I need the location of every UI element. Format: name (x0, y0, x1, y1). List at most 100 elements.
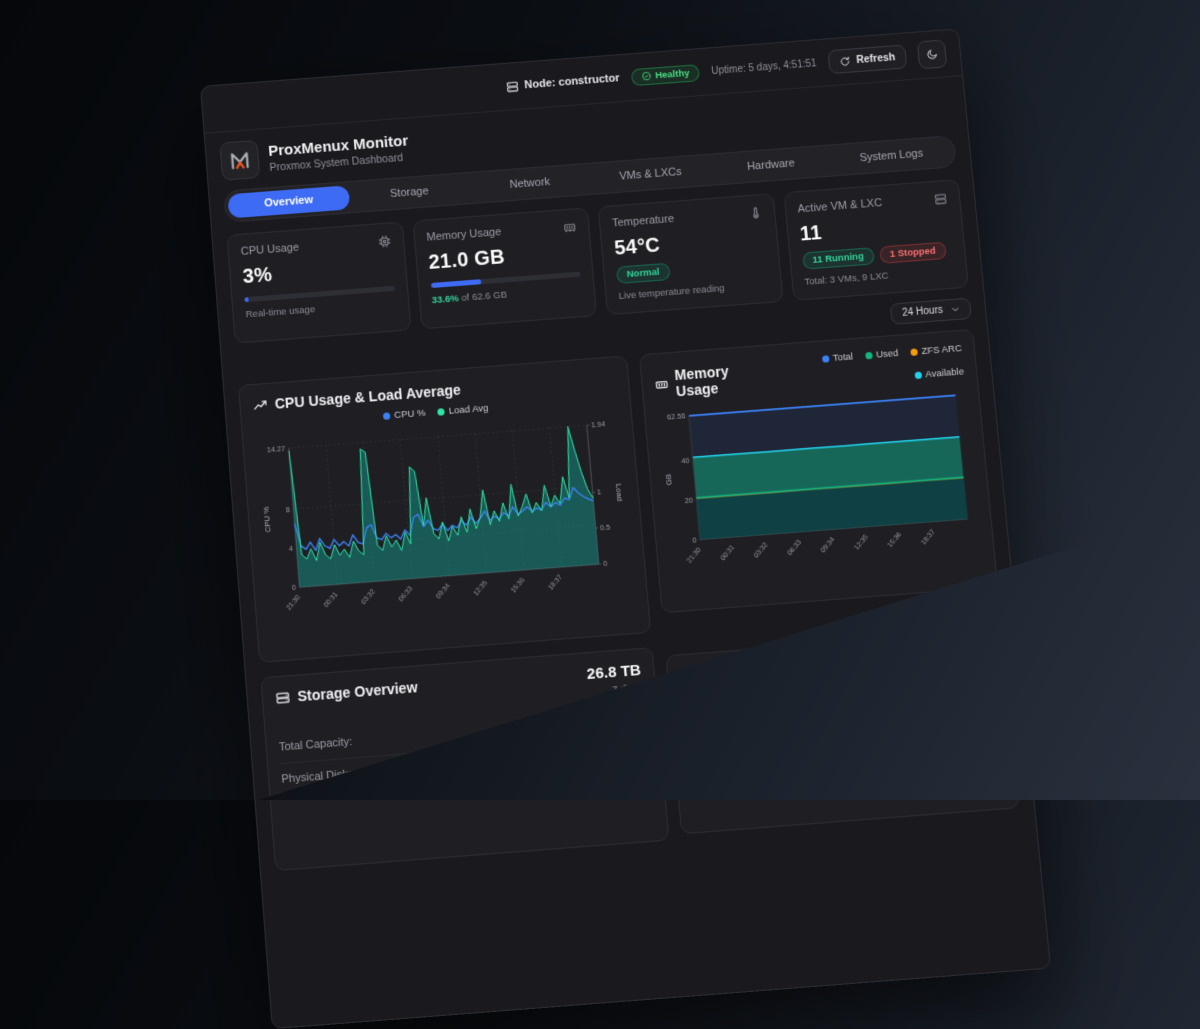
storage-disks-value: 7 disks (588, 682, 643, 698)
time-range-value: 24 Hours (902, 305, 944, 319)
time-range-select[interactable]: 24 Hours (890, 298, 972, 325)
network-title: Network Overview (702, 656, 826, 682)
tab-vms-lxcs[interactable]: VMs & LXCs (589, 158, 712, 191)
temperature-card-title: Temperature (612, 213, 675, 230)
uptime-text: Uptime: 5 days, 4:51:51 (711, 58, 817, 77)
memory-time-range-value: 24 Hours (930, 604, 972, 618)
memory-chart: 21:3000:3103:3206:3309:3412:3515:3618:37… (656, 381, 984, 598)
svg-text:0: 0 (292, 584, 297, 593)
svg-text:4: 4 (289, 545, 294, 553)
legend-item: Load Avg (437, 403, 489, 418)
svg-text:12:35: 12:35 (853, 534, 870, 552)
network-interface-count: 2 (982, 643, 992, 661)
legend-item: ZFS ARC (910, 343, 962, 358)
temperature-value: 54°C (613, 226, 765, 261)
svg-text:12:35: 12:35 (473, 579, 490, 597)
server-icon (505, 79, 519, 93)
left-column: CPU Usage & Load Average CPU %Load Avg 2… (238, 355, 669, 871)
app-logo (219, 140, 260, 181)
proxmenux-logo-icon (228, 148, 252, 172)
storage-summary: 26.8 TB 7 disks (586, 662, 643, 698)
node-indicator: Node: constructor (505, 72, 620, 94)
health-badge: Healthy (631, 64, 701, 86)
cpu-value: 3% (242, 255, 394, 290)
memory-chart-title: Memory Usage (674, 360, 769, 400)
svg-text:15:36: 15:36 (510, 576, 527, 594)
chevron-down-icon (950, 304, 960, 314)
chevron-down-icon (980, 604, 990, 614)
svg-text:1: 1 (597, 488, 602, 496)
svg-text:18:37: 18:37 (547, 574, 564, 592)
tab-system-logs[interactable]: System Logs (830, 139, 953, 172)
cpu-usage-card: CPU Usage 3% Real-time usage (226, 221, 411, 343)
svg-text:0.5: 0.5 (600, 523, 611, 532)
refresh-icon (839, 55, 851, 67)
moon-icon (925, 48, 938, 61)
svg-text:62.56: 62.56 (666, 411, 685, 422)
temperature-card: Temperature 54°C Normal Live temperature… (598, 193, 783, 315)
tab-overview[interactable]: Overview (227, 185, 350, 218)
svg-text:1.94: 1.94 (591, 420, 606, 429)
memory-usage-card: Memory Usage 21.0 GB 33.6% of 62.6 GB (412, 207, 597, 329)
memory-value: 21.0 GB (428, 240, 580, 275)
memory-card-title: Memory Usage (426, 226, 502, 244)
interface-pill[interactable]: vmbr0 (686, 733, 741, 757)
memory-chart-icon (654, 376, 669, 392)
cpu-load-chart-card: CPU Usage & Load Average CPU %Load Avg 2… (238, 355, 651, 663)
legend-dot-icon (910, 348, 918, 356)
dashboard-board: Node: constructor Healthy Uptime: 5 days… (200, 28, 1051, 1029)
tab-storage[interactable]: Storage (348, 176, 471, 209)
vm-card-title: Active VM & LXC (797, 197, 882, 215)
memory-progress-fill (430, 279, 481, 288)
refresh-label: Refresh (856, 51, 896, 66)
network-overview-card: Network Overview 2 Active Interfaces: vm… (665, 629, 1020, 834)
legend-dot-icon (914, 372, 922, 380)
tab-hardware[interactable]: Hardware (710, 149, 833, 182)
svg-text:09:34: 09:34 (435, 582, 452, 600)
temperature-subtitle: Live temperature reading (618, 280, 769, 303)
svg-text:00:31: 00:31 (719, 544, 736, 562)
svg-text:21:30: 21:30 (285, 594, 302, 612)
svg-text:03:32: 03:32 (360, 588, 377, 606)
network-icon (679, 667, 696, 684)
tab-network[interactable]: Network (469, 167, 592, 200)
memory-subtitle: 33.6% of 62.6 GB (431, 284, 582, 307)
svg-text:0: 0 (692, 535, 697, 545)
svg-text:0: 0 (603, 560, 608, 569)
vm-subtitle: Total: 3 VMs, 9 LXC (804, 265, 955, 288)
legend-item: Available (914, 366, 965, 381)
dashboard-window: Node: constructor Healthy Uptime: 5 days… (200, 28, 1051, 1029)
memory-time-range-select[interactable]: 24 Hours (919, 597, 1002, 625)
theme-toggle-button[interactable] (917, 39, 948, 69)
svg-text:Load: Load (614, 484, 625, 502)
svg-text:06:33: 06:33 (398, 585, 415, 603)
legend-dot-icon (437, 408, 445, 416)
memory-total-text: of 62.6 GB (458, 289, 507, 304)
cpu-card-title: CPU Usage (240, 241, 299, 258)
svg-text:06:33: 06:33 (786, 539, 803, 557)
vm-stopped-badge: 1 Stopped (879, 242, 947, 264)
cpu-progress-fill (244, 297, 249, 302)
svg-text:GB: GB (664, 473, 674, 485)
svg-text:14.27: 14.27 (267, 445, 286, 455)
right-column: Memory Usage TotalUsedZFS ARCAvailable 2… (639, 329, 1020, 834)
check-circle-icon (641, 71, 652, 82)
cpu-load-chart: 21:30 00:31 03:32 06:33 09:34 12:35 15:36 18:37… (255, 408, 637, 649)
svg-text:03:32: 03:32 (753, 541, 770, 559)
svg-text:CPU %: CPU % (262, 506, 273, 532)
main-grid: CPU Usage & Load Average CPU %Load Avg 2… (238, 329, 1020, 871)
memory-percent-text: 33.6% (431, 293, 459, 306)
temperature-status-badge: Normal (616, 263, 670, 284)
legend-dot-icon (822, 355, 830, 363)
svg-text:00:31: 00:31 (323, 591, 340, 609)
trending-up-icon (252, 397, 268, 413)
hard-drive-icon (275, 689, 291, 706)
svg-text:18:37: 18:37 (920, 528, 937, 546)
memory-icon (563, 220, 577, 234)
legend-dot-icon (383, 412, 391, 420)
vm-running-badge: 11 Running (802, 247, 875, 270)
thermometer-icon (748, 206, 762, 220)
vm-count-value: 11 (799, 212, 951, 247)
refresh-button[interactable]: Refresh (827, 44, 907, 74)
svg-text:8: 8 (286, 506, 291, 514)
